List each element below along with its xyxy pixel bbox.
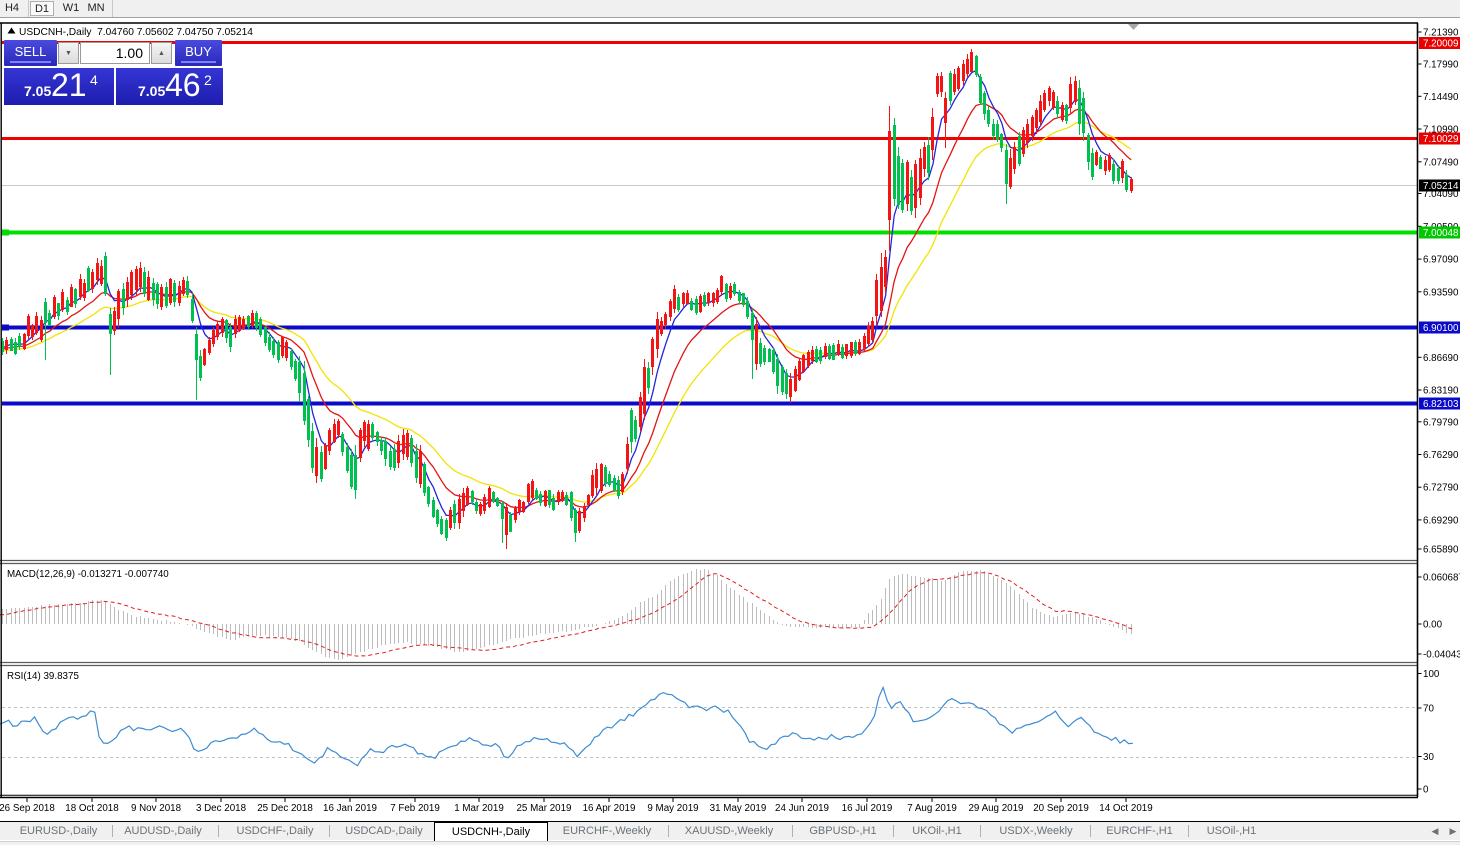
svg-text:0.00: 0.00 [1423, 620, 1443, 631]
svg-text:24 Jun 2019: 24 Jun 2019 [775, 803, 829, 814]
svg-text:30: 30 [1423, 752, 1434, 763]
svg-text:6.93590: 6.93590 [1423, 287, 1459, 298]
svg-text:-0.040432: -0.040432 [1423, 650, 1460, 661]
svg-text:100: 100 [1423, 669, 1440, 680]
svg-text:16 Apr 2019: 16 Apr 2019 [583, 803, 636, 814]
svg-text:6.65890: 6.65890 [1423, 545, 1459, 556]
svg-text:7.10990: 7.10990 [1423, 125, 1459, 136]
svg-text:6.83190: 6.83190 [1423, 386, 1459, 397]
svg-text:7.04090: 7.04090 [1423, 189, 1459, 200]
svg-text:25 Mar 2019: 25 Mar 2019 [516, 803, 571, 814]
svg-text:9 Nov 2018: 9 Nov 2018 [131, 803, 182, 814]
svg-text:25 Dec 2018: 25 Dec 2018 [257, 803, 313, 814]
svg-text:3 Dec 2018: 3 Dec 2018 [196, 803, 247, 814]
svg-text:26 Sep 2018: 26 Sep 2018 [0, 803, 55, 814]
svg-text:RSI(14) 39.8375: RSI(14) 39.8375 [7, 671, 79, 682]
svg-text:7.07490: 7.07490 [1423, 157, 1459, 168]
svg-text:16 Jan 2019: 16 Jan 2019 [323, 803, 377, 814]
svg-text:6.79790: 6.79790 [1423, 417, 1459, 428]
svg-text:USDCNH-,Daily 7.04760 7.05602: USDCNH-,Daily 7.04760 7.05602 7.04750 7.… [19, 27, 253, 38]
svg-text:1 Mar 2019: 1 Mar 2019 [454, 803, 504, 814]
svg-text:16 Jul 2019: 16 Jul 2019 [842, 803, 893, 814]
svg-text:7.14490: 7.14490 [1423, 92, 1459, 103]
svg-text:7.05214: 7.05214 [1423, 181, 1459, 192]
svg-text:20 Sep 2019: 20 Sep 2019 [1033, 803, 1089, 814]
svg-text:31 May 2019: 31 May 2019 [710, 803, 767, 814]
svg-text:0: 0 [1423, 785, 1429, 796]
svg-text:7.20009: 7.20009 [1423, 39, 1458, 50]
svg-text:29 Aug 2019: 29 Aug 2019 [968, 803, 1023, 814]
svg-text:6.90100: 6.90100 [1423, 323, 1459, 334]
svg-text:6.76290: 6.76290 [1423, 450, 1459, 461]
svg-text:7.00048: 7.00048 [1423, 228, 1459, 239]
svg-text:7.17990: 7.17990 [1423, 60, 1459, 71]
svg-text:9 May 2019: 9 May 2019 [647, 803, 698, 814]
svg-text:6.69290: 6.69290 [1423, 515, 1459, 526]
svg-text:7.21390: 7.21390 [1423, 28, 1459, 39]
svg-text:0.060687: 0.060687 [1423, 573, 1460, 584]
svg-text:6.72790: 6.72790 [1423, 483, 1459, 494]
svg-text:18 Oct 2018: 18 Oct 2018 [65, 803, 119, 814]
svg-text:70: 70 [1423, 704, 1434, 715]
svg-text:MACD(12,26,9) -0.013271 -0.007: MACD(12,26,9) -0.013271 -0.007740 [7, 569, 169, 580]
svg-text:7 Feb 2019: 7 Feb 2019 [390, 803, 440, 814]
svg-text:7 Aug 2019: 7 Aug 2019 [907, 803, 957, 814]
svg-text:6.82103: 6.82103 [1423, 399, 1459, 410]
svg-text:6.86690: 6.86690 [1423, 353, 1459, 364]
svg-text:7.10029: 7.10029 [1423, 134, 1458, 145]
svg-text:6.97090: 6.97090 [1423, 255, 1459, 266]
svg-text:14 Oct 2019: 14 Oct 2019 [1099, 803, 1152, 814]
